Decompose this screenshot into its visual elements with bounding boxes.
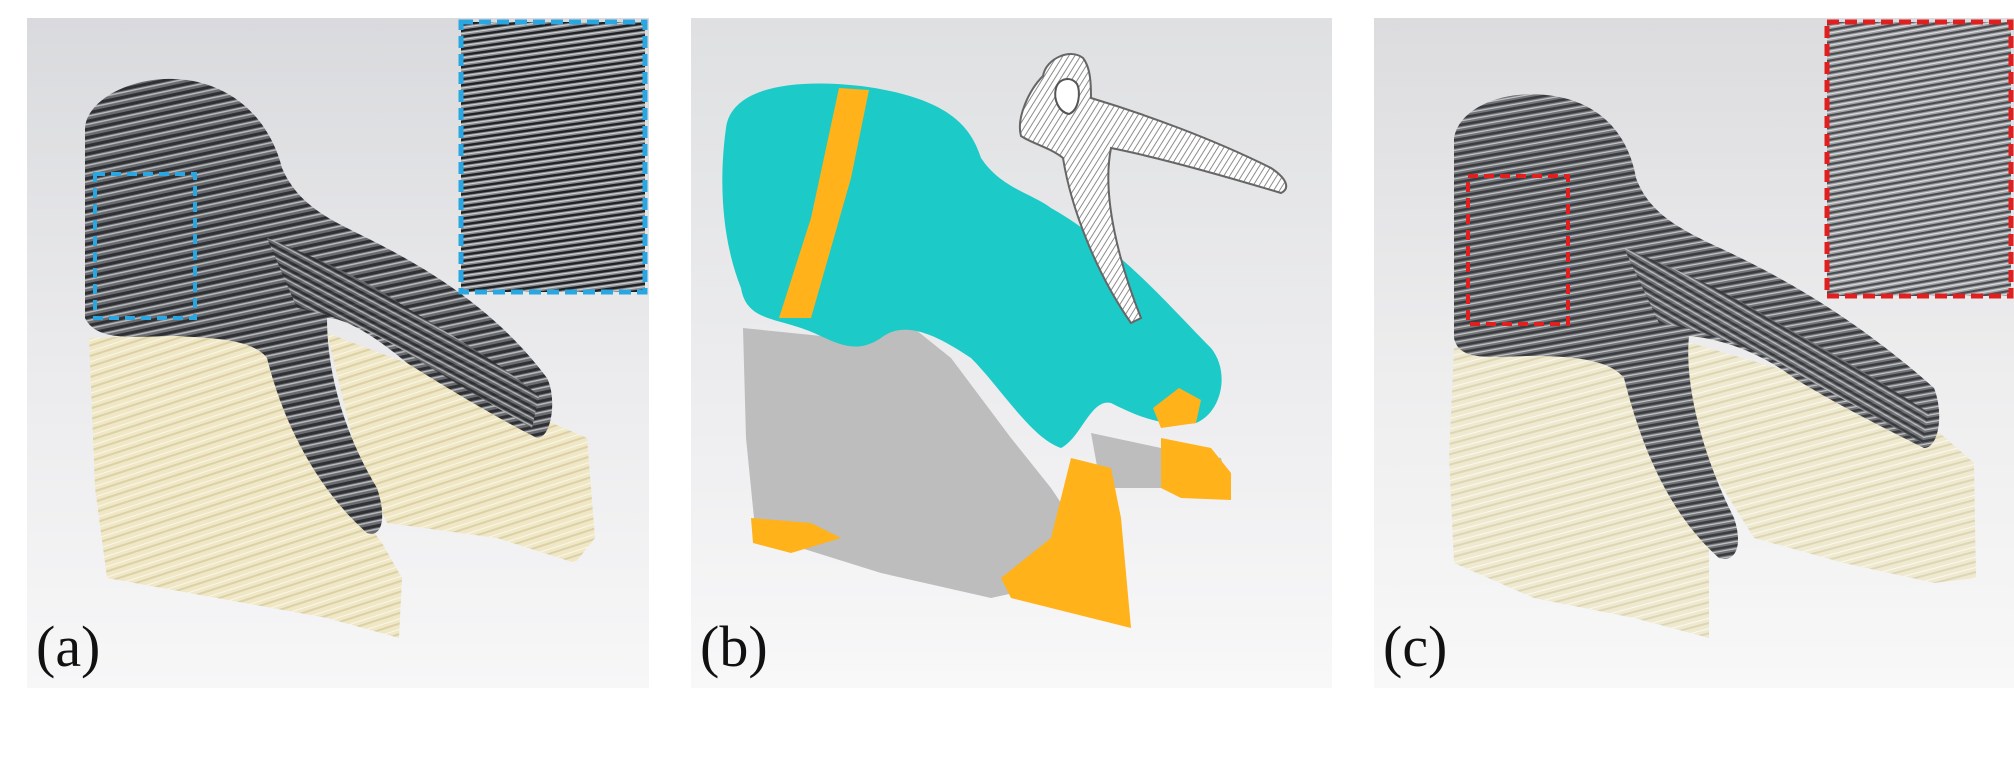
panel-a-photo: (a) bbox=[27, 18, 649, 688]
zoom-inset-frame-c bbox=[1824, 19, 2014, 299]
zoom-region-box-a bbox=[93, 172, 197, 320]
zoom-region-box-c bbox=[1466, 174, 1570, 326]
printed-part-photo-a bbox=[27, 18, 649, 688]
panel-b-label: (b) bbox=[700, 614, 768, 679]
panel-b-render: (b) bbox=[691, 18, 1332, 688]
layer-slice-drawing bbox=[1018, 53, 1288, 325]
panel-c-label: (c) bbox=[1383, 614, 1448, 679]
panel-a-label: (a) bbox=[36, 614, 101, 679]
zoom-inset-frame-a bbox=[458, 19, 648, 295]
printed-part-photo-c bbox=[1374, 18, 2014, 688]
region-decomposition-render bbox=[691, 18, 1332, 688]
panel-c-photo: (c) bbox=[1374, 18, 2014, 688]
